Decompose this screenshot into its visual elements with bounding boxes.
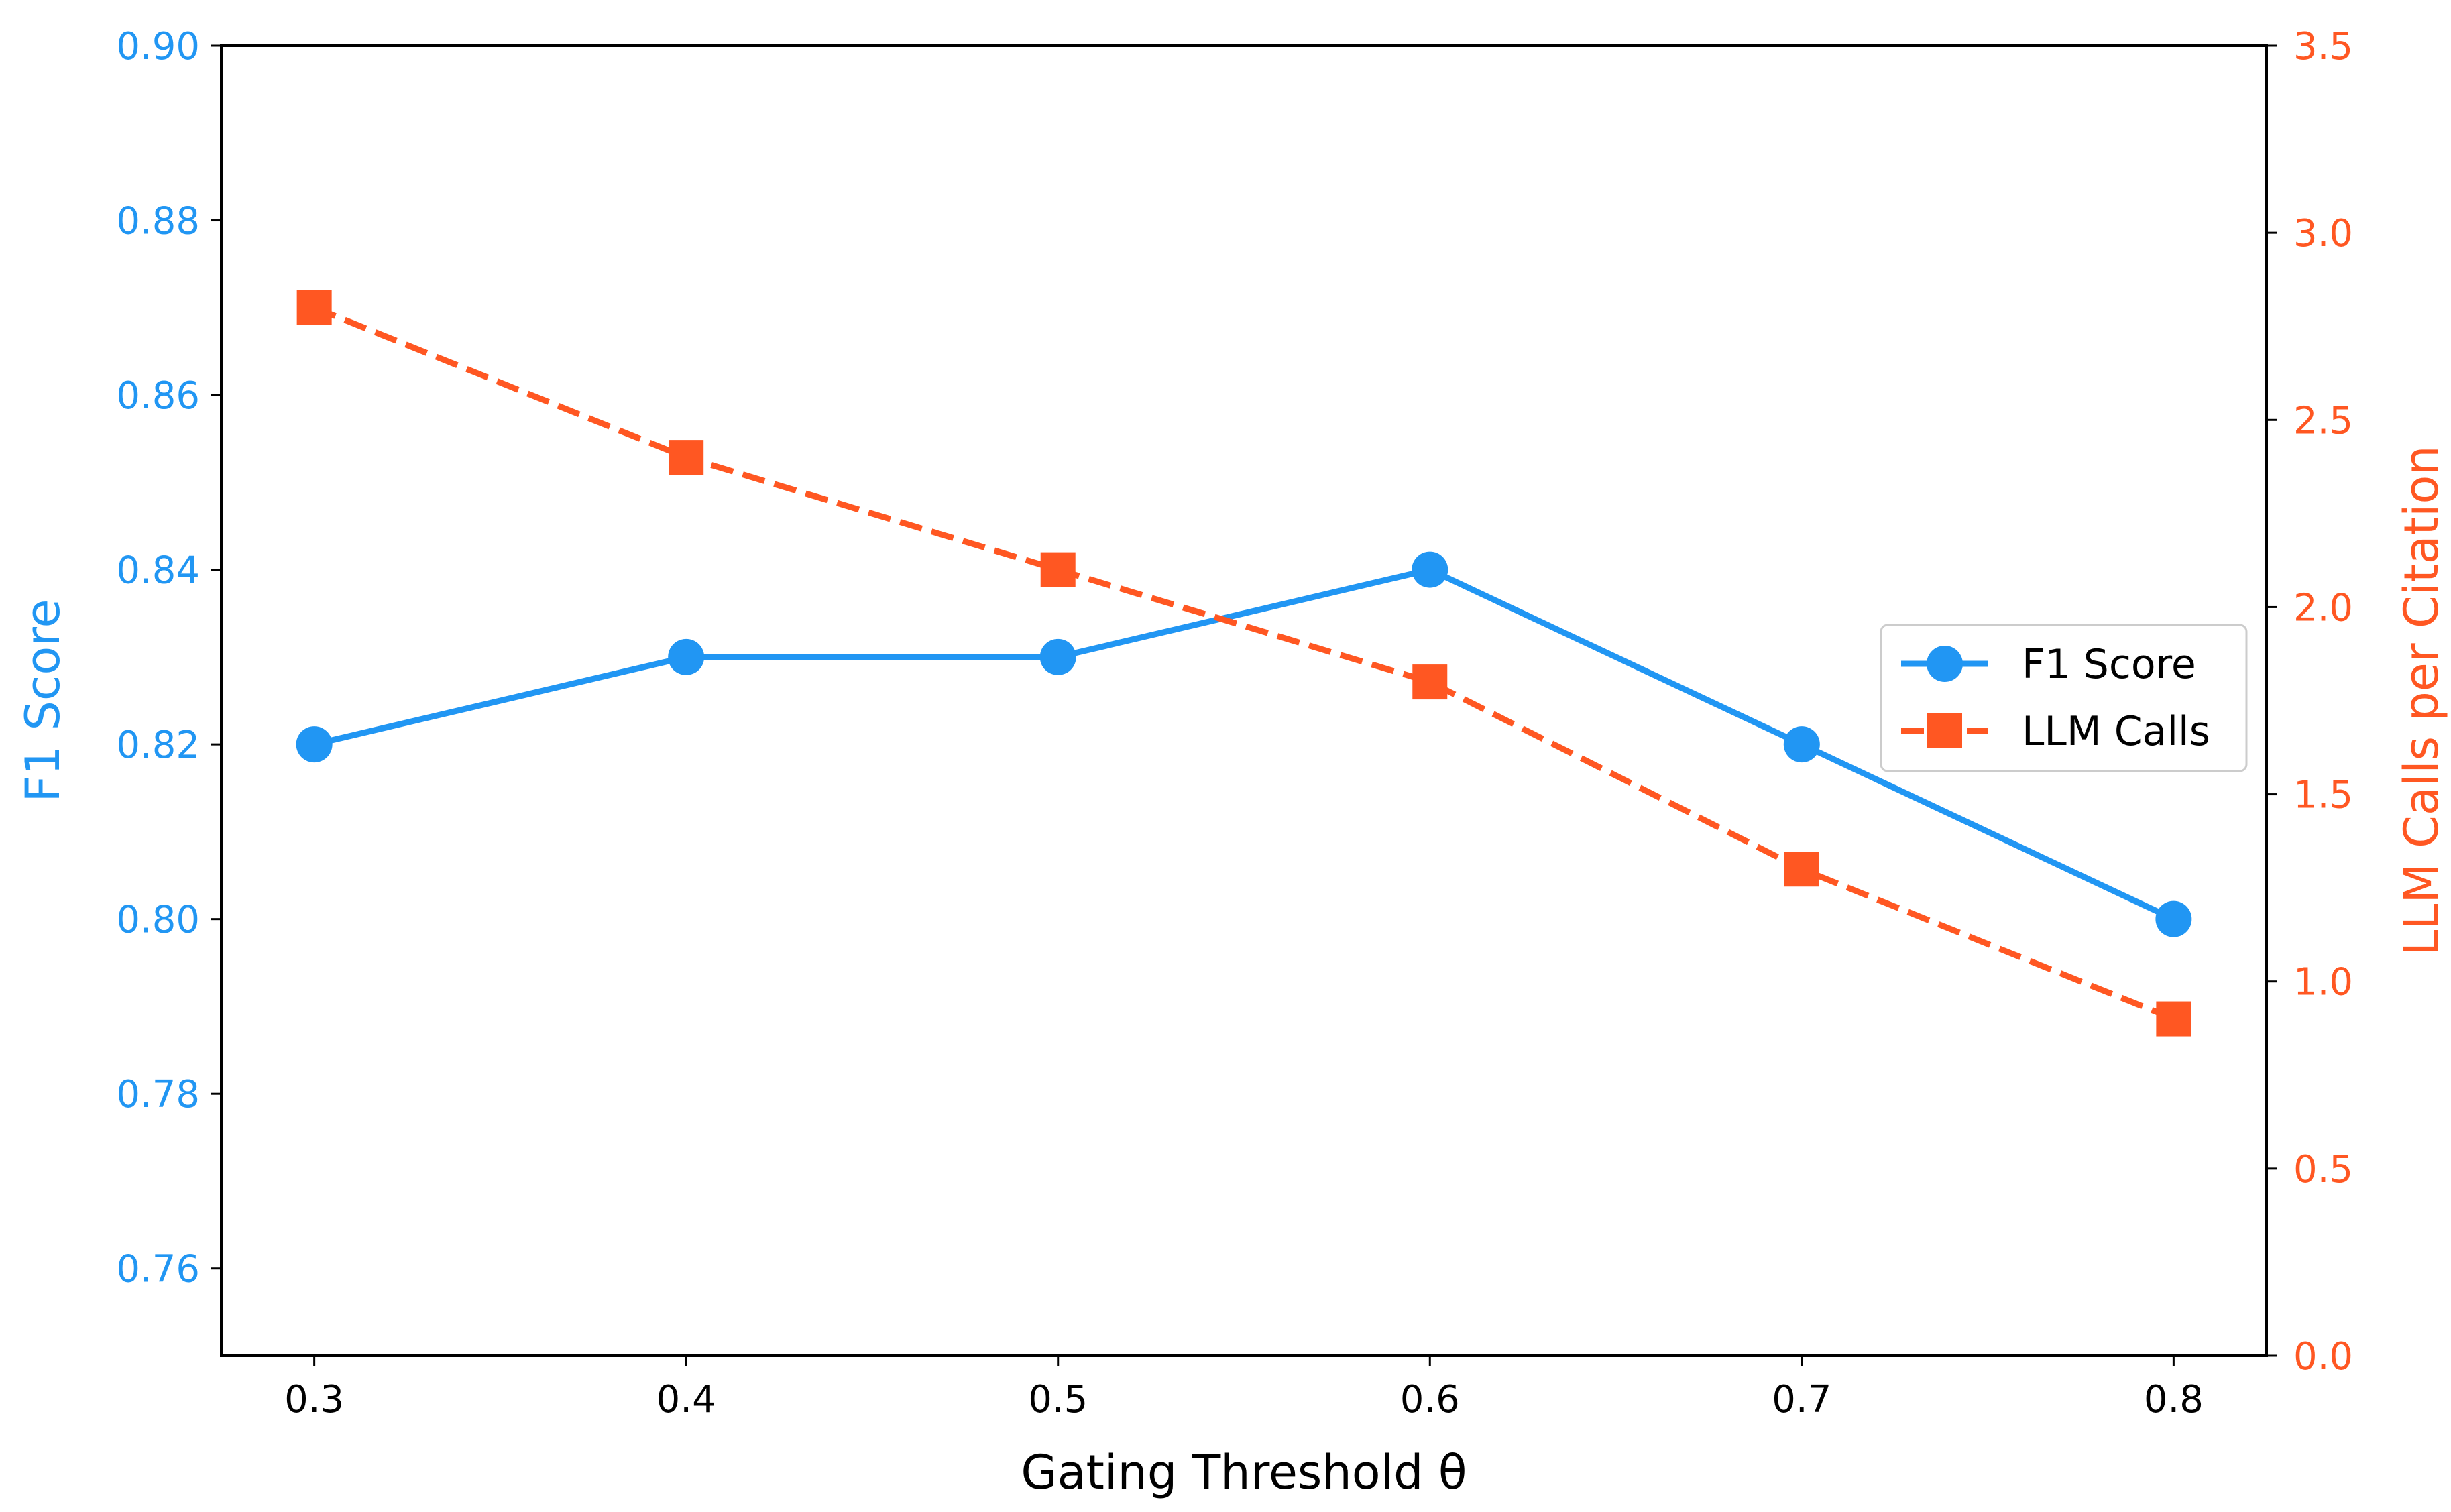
right-y-tick-label: 2.5: [2293, 399, 2353, 443]
left-y-tick-label: 0.78: [116, 1073, 200, 1116]
right-y-axis-title: LLM Calls per Citation: [2394, 445, 2449, 955]
right-y-tick-label: 3.0: [2293, 212, 2353, 255]
f1-score-point: [1783, 726, 1820, 763]
llm-calls-point: [1040, 552, 1076, 587]
legend-label-llm-calls: LLM Calls: [2022, 708, 2210, 755]
right-y-tick-label: 0.5: [2293, 1148, 2353, 1191]
llm-calls-point: [1784, 852, 1819, 887]
x-tick-label: 0.3: [284, 1378, 344, 1421]
right-y-tick-label: 0.0: [2293, 1335, 2353, 1379]
f1-score-point: [1039, 638, 1076, 675]
series-layer: [296, 290, 2192, 1037]
right-y-tick-label: 1.0: [2293, 961, 2353, 1004]
left-y-tick-label: 0.88: [116, 200, 200, 243]
llm-calls-point: [2156, 1001, 2191, 1037]
plot-frame: [220, 44, 2268, 1357]
legend-llm-marker: [1927, 713, 1962, 748]
axis-ticks: 0.3 0.4 0.5 0.6 0.7 0.8 0.76 0.78 0.80 0.82 0.84 0.…: [116, 25, 2353, 1421]
left-y-tick-label: 0.90: [116, 25, 200, 68]
x-tick-label: 0.8: [2144, 1378, 2204, 1421]
x-tick-label: 0.6: [1400, 1378, 1460, 1421]
x-tick-label: 0.7: [1772, 1378, 1831, 1421]
right-y-tick-label: 1.5: [2293, 774, 2353, 817]
right-y-tick-label: 3.5: [2293, 25, 2353, 68]
f1-score-line: [313, 567, 2175, 922]
right-y-tick-label: 2.0: [2293, 586, 2353, 630]
f1-score-point: [1412, 551, 1448, 588]
x-tick-label: 0.5: [1028, 1378, 1088, 1421]
left-y-axis-title: F1 Score: [15, 599, 70, 802]
x-tick-label: 0.4: [657, 1378, 716, 1421]
f1-score-point: [668, 638, 705, 675]
left-y-tick-label: 0.84: [116, 549, 200, 593]
left-y-tick-label: 0.86: [116, 374, 200, 418]
f1-score-point: [296, 726, 333, 763]
legend-label-f1-score: F1 Score: [2022, 641, 2196, 688]
llm-calls-point: [1412, 664, 1448, 700]
llm-calls-point: [296, 290, 332, 325]
left-y-tick-label: 0.76: [116, 1248, 200, 1291]
legend: F1 Score LLM Calls: [1880, 624, 2248, 772]
left-y-tick-label: 0.82: [116, 723, 200, 767]
x-axis-title: Gating Threshold θ: [1021, 1445, 1467, 1500]
llm-calls-point: [669, 440, 704, 475]
legend-f1-marker: [1927, 646, 1963, 682]
f1-score-point: [2155, 900, 2192, 937]
left-y-tick-label: 0.80: [116, 898, 200, 942]
llm-calls-line: [312, 304, 2175, 1022]
